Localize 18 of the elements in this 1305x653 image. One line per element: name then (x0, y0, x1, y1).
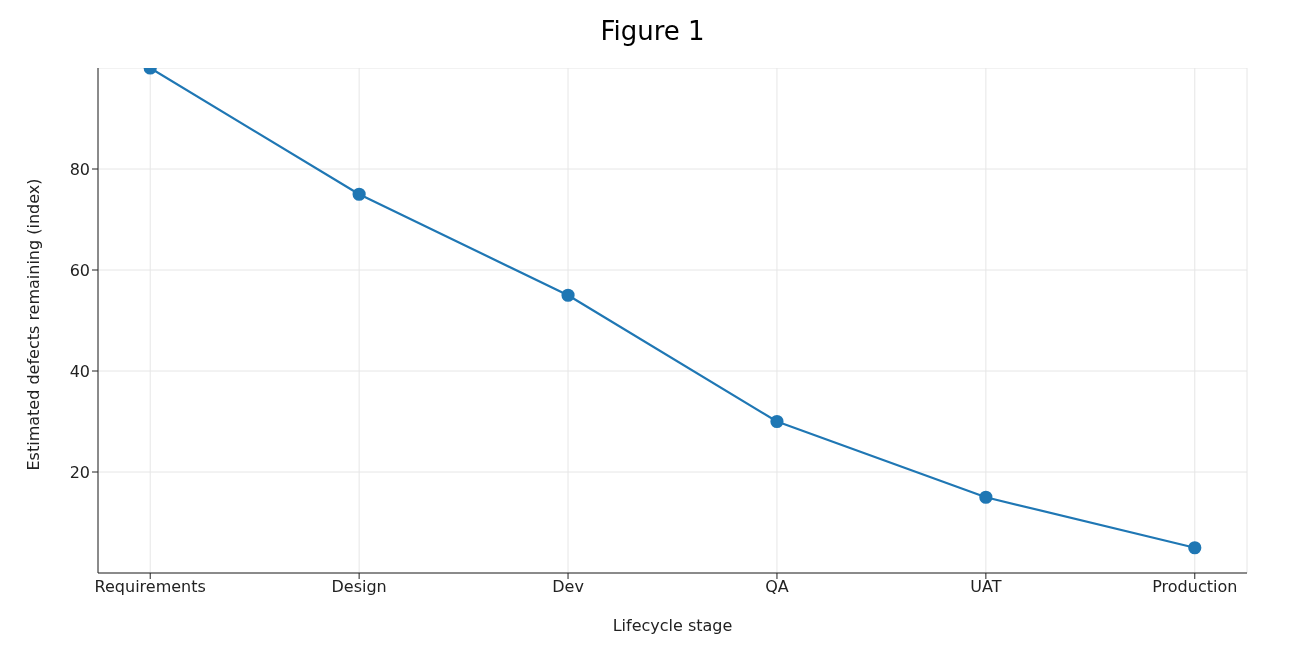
point (770, 414, 784, 429)
x-tick-label: Dev (552, 577, 584, 597)
point (352, 187, 366, 201)
y-tick-label: 60 (69, 260, 90, 280)
x-axis-title: Lifecycle stage (612, 616, 733, 635)
point (561, 288, 575, 302)
point (1188, 541, 1202, 555)
x-tick-label: QA (765, 577, 789, 597)
x-tick-label: Production (1152, 577, 1238, 597)
x-tick-label: Requirements (94, 577, 206, 597)
x-tick-label: UAT (970, 577, 1002, 597)
y-tick-label: 80 (69, 159, 90, 179)
chart-title: Figure 1 (599, 16, 706, 46)
y-axis-title: Estimated defects remaining (index) (23, 178, 43, 471)
point (979, 490, 993, 504)
y-tick-label: 20 (69, 462, 90, 482)
x-tick-label: Design (331, 577, 387, 597)
y-tick-label: 40 (69, 361, 90, 381)
